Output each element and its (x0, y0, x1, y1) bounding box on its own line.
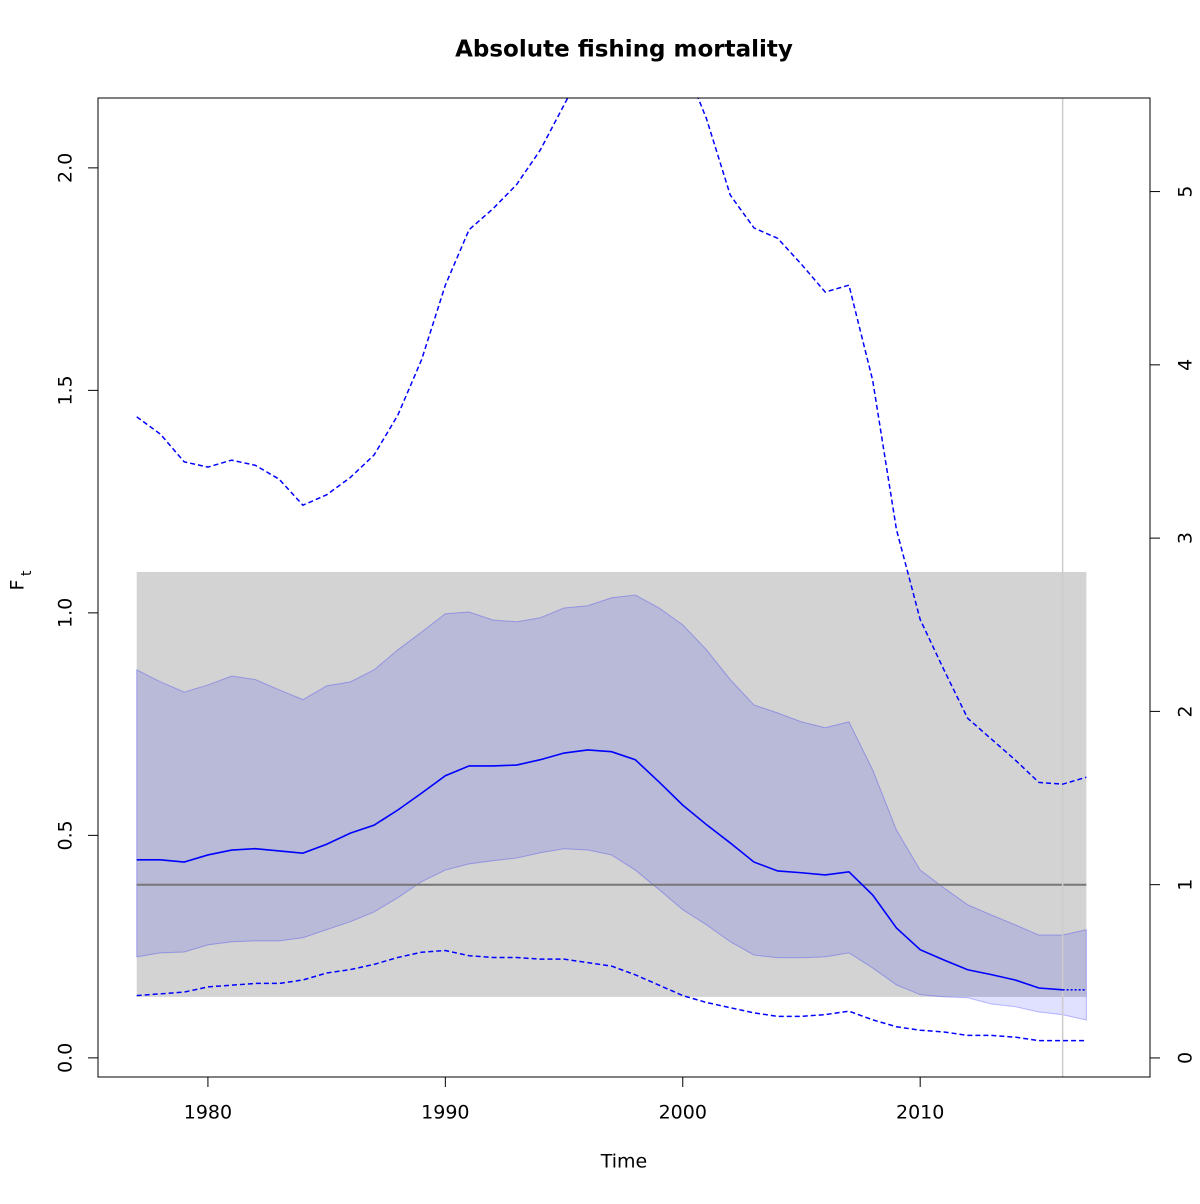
y-axis-label-sub: t (19, 570, 35, 576)
y-tick-label: 0.0 (55, 1043, 77, 1073)
y2-tick-label: 3 (1175, 532, 1197, 544)
x-tick-label: 2000 (659, 1102, 707, 1124)
ci-line (136, 949, 1087, 1042)
y2-tick-label: 2 (1175, 705, 1197, 717)
ci-band (136, 594, 1087, 1021)
y-axis-label: F t (7, 570, 36, 590)
y-tick-label: 1.0 (55, 598, 77, 628)
chart-title: Absolute fishing mortality (455, 37, 793, 63)
y-tick-label: 2.0 (55, 153, 77, 183)
x-tick-label: 2010 (896, 1102, 944, 1124)
x-tick-label: 1990 (421, 1102, 469, 1124)
y2-tick-label: 5 (1175, 186, 1197, 198)
plot-frame (97, 97, 1151, 1078)
plot-area (136, 98, 1087, 1077)
x-axis-label: Time (600, 1151, 648, 1173)
y-axis-label-main: F (7, 580, 29, 591)
y-tick-label: 0.5 (55, 820, 77, 850)
fmsy-ci-band (136, 571, 1087, 997)
y2-tick-label: 0 (1175, 1052, 1197, 1064)
x-tick-label: 1980 (184, 1102, 232, 1124)
y2-tick-label: 4 (1175, 359, 1197, 371)
y2-tick-label: 1 (1175, 879, 1197, 891)
median-line (136, 749, 1063, 991)
y-tick-label: 1.5 (55, 375, 77, 405)
